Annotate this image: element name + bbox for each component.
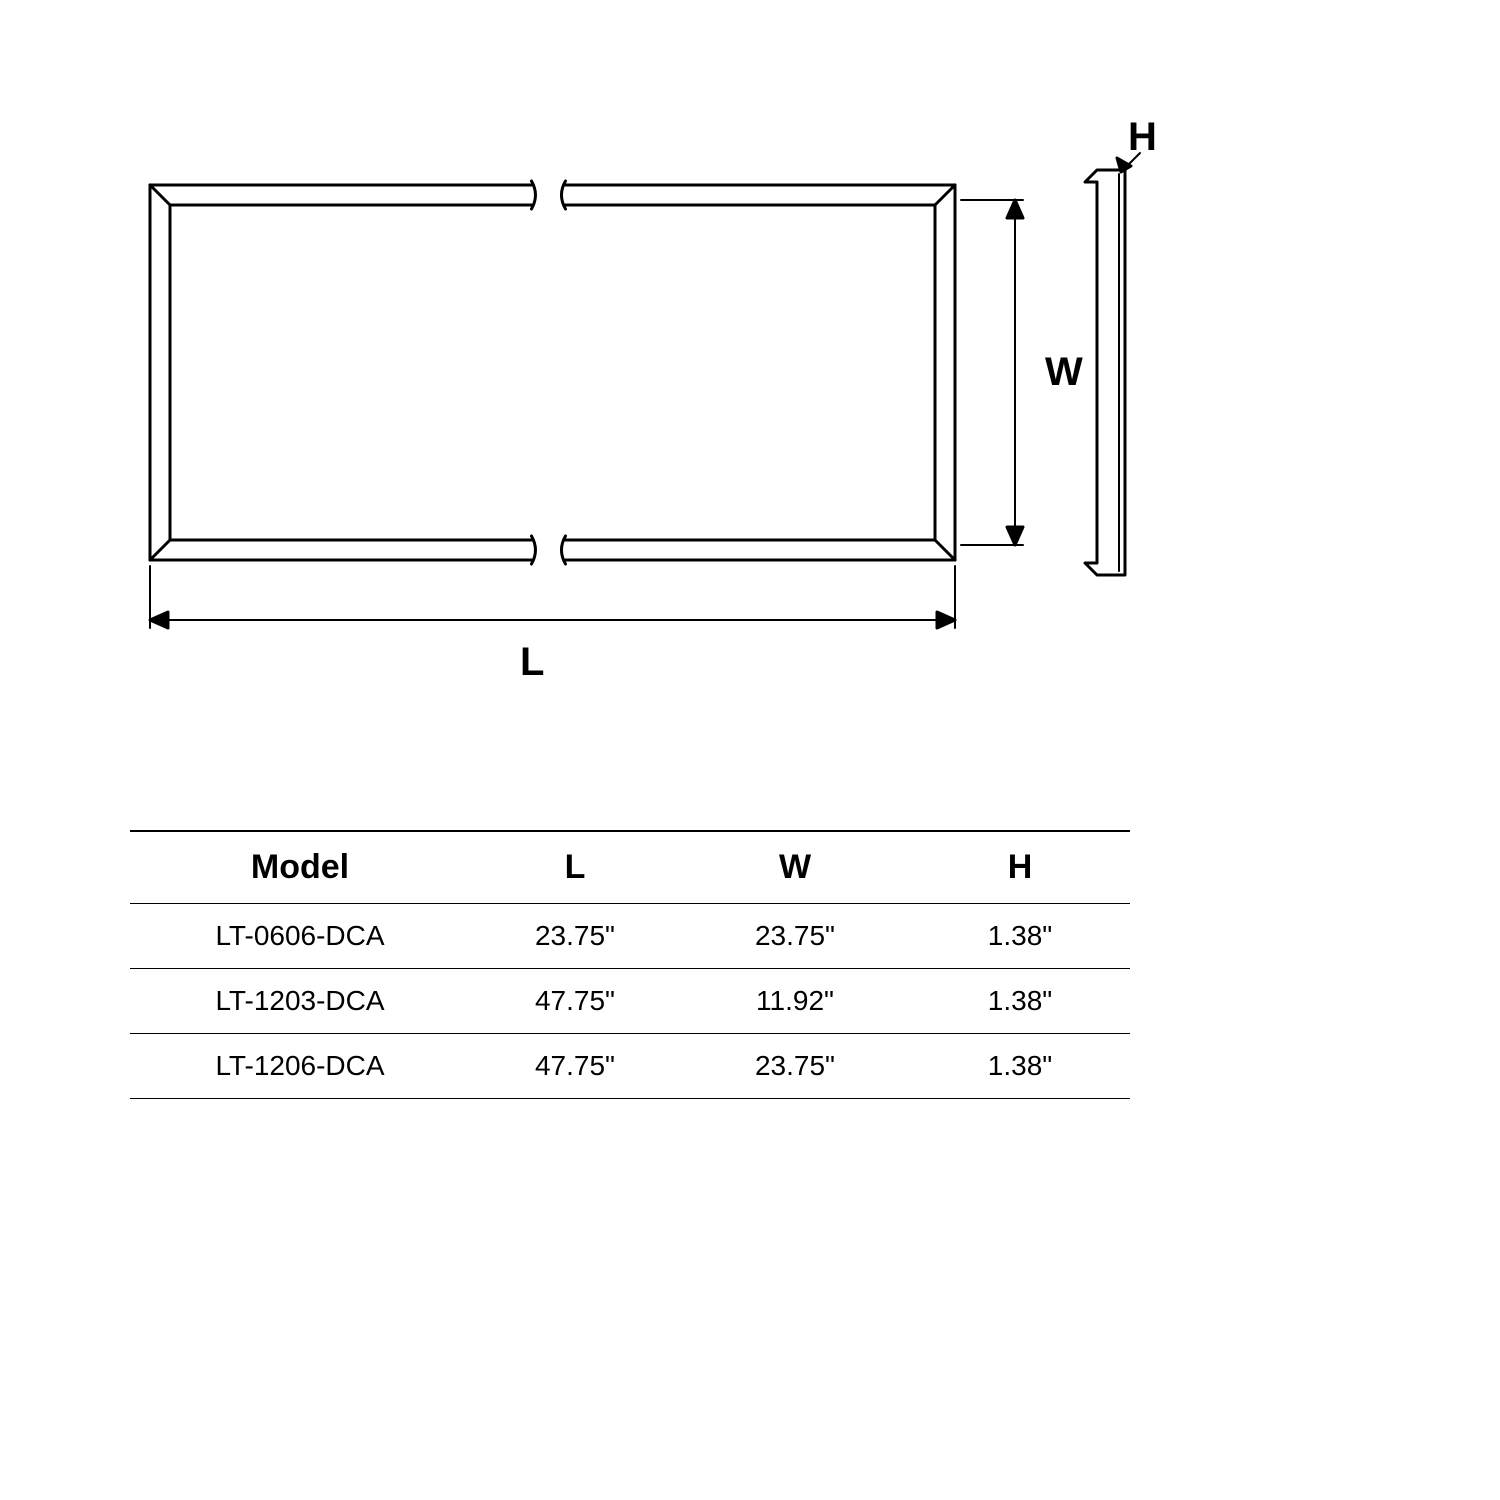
table-row: LT-1206-DCA47.75"23.75"1.38" — [130, 1034, 1130, 1099]
dimension-label-H: H — [1128, 115, 1157, 160]
table-cell: 1.38" — [910, 904, 1130, 969]
table-cell: LT-0606-DCA — [130, 904, 470, 969]
table-cell: 1.38" — [910, 969, 1130, 1034]
table-cell: LT-1203-DCA — [130, 969, 470, 1034]
dimension-label-W: W — [1045, 350, 1083, 395]
table-cell: 23.75" — [680, 904, 910, 969]
table-row: LT-1203-DCA47.75"11.92"1.38" — [130, 969, 1130, 1034]
table-cell: 23.75" — [680, 1034, 910, 1099]
dimension-diagram-page: { "diagram": { "type": "technical-drawin… — [0, 0, 1500, 1500]
table-header-cell: W — [680, 831, 910, 904]
table-header-cell: Model — [130, 831, 470, 904]
table-cell: 1.38" — [910, 1034, 1130, 1099]
table-header-cell: L — [470, 831, 680, 904]
table-row: LT-0606-DCA23.75"23.75"1.38" — [130, 904, 1130, 969]
table-header-row: ModelLWH — [130, 831, 1130, 904]
table-cell: 47.75" — [470, 1034, 680, 1099]
table-cell: 11.92" — [680, 969, 910, 1034]
table-cell: LT-1206-DCA — [130, 1034, 470, 1099]
dimension-label-L: L — [520, 640, 544, 685]
table-cell: 47.75" — [470, 969, 680, 1034]
table-header-cell: H — [910, 831, 1130, 904]
dimensions-table: ModelLWH LT-0606-DCA23.75"23.75"1.38"LT-… — [130, 830, 1130, 1099]
table-cell: 23.75" — [470, 904, 680, 969]
technical-drawing-svg — [0, 0, 1500, 1500]
